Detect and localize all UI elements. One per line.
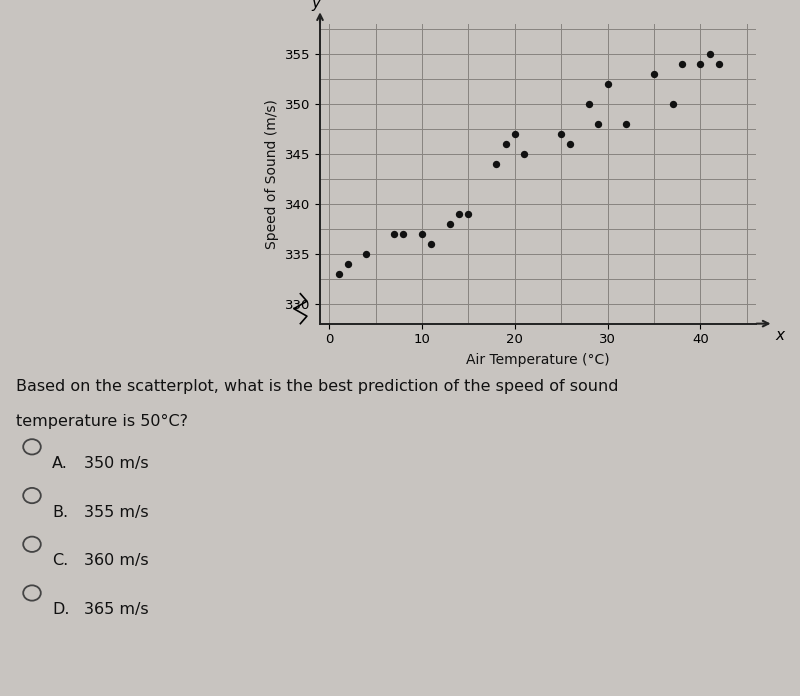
Point <box>666 99 679 110</box>
Point <box>388 228 401 239</box>
Text: C.: C. <box>52 553 68 569</box>
Point <box>518 148 530 159</box>
Point <box>332 268 345 279</box>
Point <box>360 248 373 260</box>
Y-axis label: Speed of Sound (m/s): Speed of Sound (m/s) <box>266 99 279 249</box>
Text: 360 m/s: 360 m/s <box>84 553 149 569</box>
Point <box>416 228 429 239</box>
Point <box>453 208 466 219</box>
Point <box>694 58 706 70</box>
Point <box>620 118 633 129</box>
Text: Based on the scatterplot, what is the best prediction of the speed of sound: Based on the scatterplot, what is the be… <box>16 379 618 395</box>
Text: 350 m/s: 350 m/s <box>84 456 149 471</box>
Point <box>342 258 354 269</box>
Text: y: y <box>311 0 320 11</box>
Point <box>490 159 502 170</box>
Point <box>499 139 512 150</box>
Text: 365 m/s: 365 m/s <box>84 602 149 617</box>
Point <box>592 118 605 129</box>
Point <box>509 129 522 140</box>
Point <box>713 58 726 70</box>
Text: 355 m/s: 355 m/s <box>84 505 149 520</box>
Text: temperature is 50°C?: temperature is 50°C? <box>16 414 188 429</box>
Point <box>564 139 577 150</box>
X-axis label: Air Temperature (°C): Air Temperature (°C) <box>466 354 610 367</box>
Point <box>425 238 438 249</box>
Point <box>703 49 716 60</box>
Text: x: x <box>775 328 785 343</box>
Point <box>554 129 567 140</box>
Point <box>647 69 660 80</box>
Point <box>462 208 475 219</box>
Point <box>675 58 688 70</box>
Text: B.: B. <box>52 505 68 520</box>
Text: D.: D. <box>52 602 70 617</box>
Point <box>582 99 595 110</box>
Point <box>443 219 456 230</box>
Point <box>601 79 614 90</box>
Point <box>397 228 410 239</box>
Text: A.: A. <box>52 456 68 471</box>
